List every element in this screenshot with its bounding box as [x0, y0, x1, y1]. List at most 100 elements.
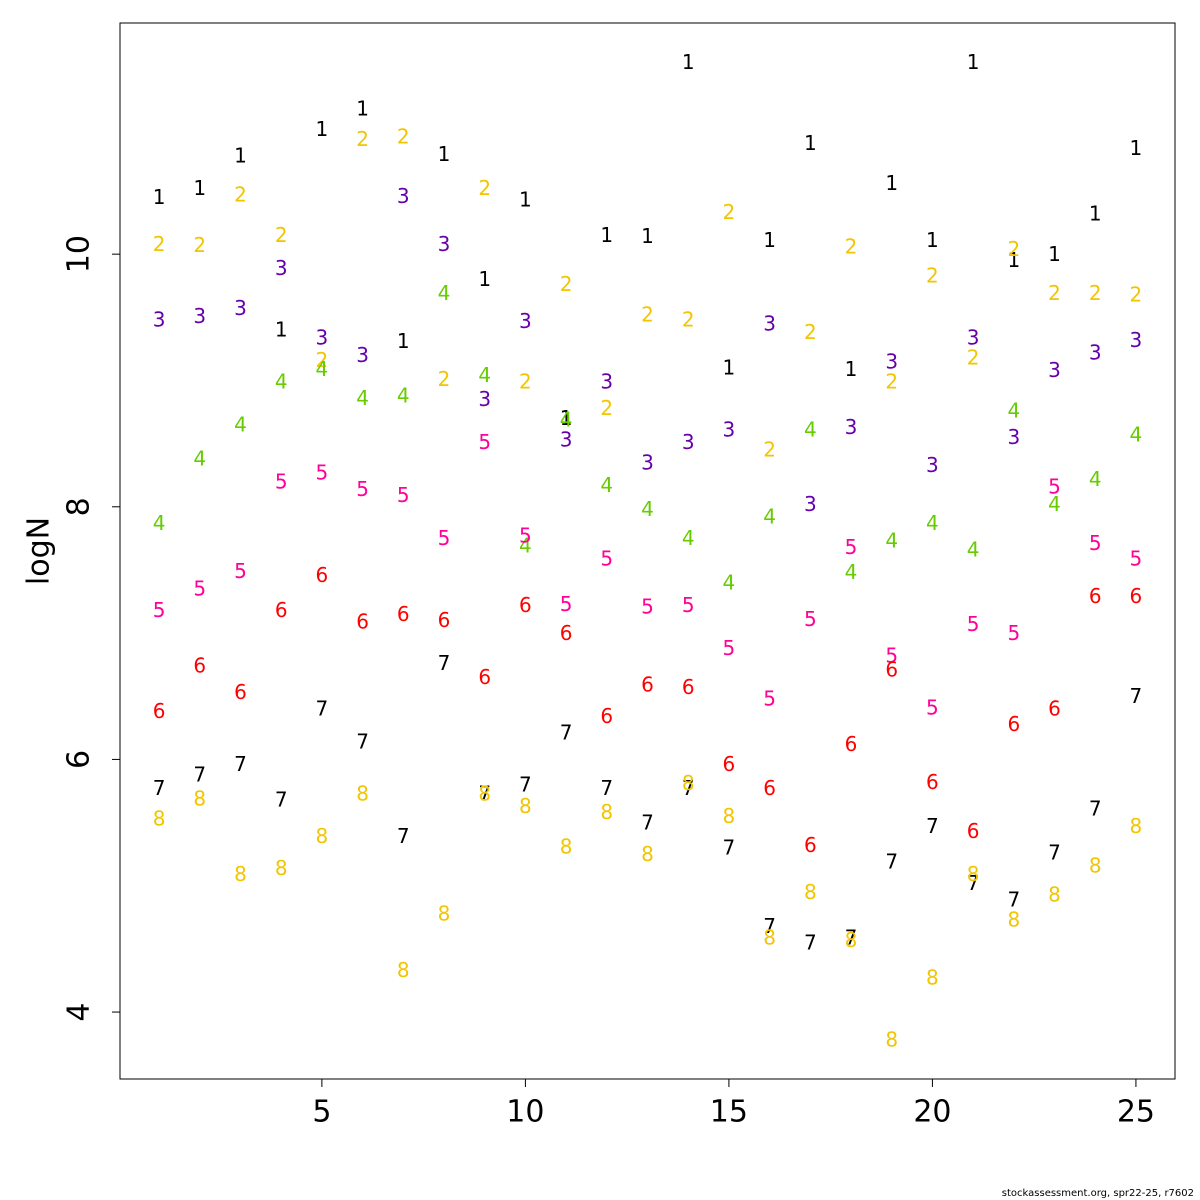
point-label: 2 [316, 348, 329, 372]
point-label: 6 [723, 752, 736, 776]
point-label: 4 [763, 505, 776, 529]
point-label: 4 [1089, 467, 1102, 491]
point-label: 4 [600, 473, 613, 497]
point-label: 6 [316, 563, 329, 587]
point-label: 6 [153, 699, 166, 723]
point-label: 1 [275, 318, 288, 342]
point-label: 6 [1089, 584, 1102, 608]
point-label: 8 [356, 781, 369, 805]
point-label: 1 [193, 176, 206, 200]
point-label: 1 [1048, 242, 1061, 266]
point-label: 4 [1048, 492, 1061, 516]
point-label: 1 [478, 267, 491, 291]
point-label: 8 [1089, 853, 1102, 877]
footer: stockassessment.org, spr22-25, r7602 [1002, 1188, 1194, 1199]
point-label: 4 [397, 383, 410, 407]
point-label: 7 [356, 730, 369, 754]
point-label: 4 [519, 534, 532, 558]
point-label: 2 [845, 234, 858, 258]
plot-frame [119, 22, 1176, 1080]
point-label: 4 [967, 538, 980, 562]
point-label: 4 [234, 412, 247, 436]
point-label: 4 [1007, 399, 1020, 423]
point-label: 2 [275, 223, 288, 247]
point-label: 7 [519, 772, 532, 796]
point-label: 1 [438, 142, 451, 166]
point-label: 3 [845, 415, 858, 439]
point-label: 7 [153, 776, 166, 800]
point-label: 2 [153, 232, 166, 256]
point-label: 2 [763, 438, 776, 462]
point-label: 7 [682, 776, 695, 800]
point-label: 6 [234, 680, 247, 704]
point-label: 3 [1007, 425, 1020, 449]
point-label: 8 [804, 880, 817, 904]
point-label: 5 [926, 695, 939, 719]
point-label: 5 [967, 612, 980, 636]
point-label: 7 [763, 914, 776, 938]
point-label: 3 [926, 453, 939, 477]
point-label: 1 [234, 143, 247, 167]
point-label: 2 [560, 272, 573, 296]
point-label: 6 [885, 658, 898, 682]
point-label: 6 [600, 704, 613, 728]
point-label: 1 [356, 97, 369, 121]
point-label: 1 [1089, 202, 1102, 226]
point-label: 2 [600, 396, 613, 420]
point-label: 3 [1130, 328, 1143, 352]
point-label: 7 [1130, 684, 1143, 708]
point-label: 2 [967, 346, 980, 370]
point-label: 1 [723, 356, 736, 380]
point-label: 1 [926, 228, 939, 252]
point-label: 3 [804, 492, 817, 516]
point-label: 7 [438, 651, 451, 675]
point-label: 1 [519, 188, 532, 212]
point-label: 8 [682, 771, 695, 795]
point-label: 6 [560, 621, 573, 645]
point-label: 5 [397, 483, 410, 507]
point-label: 3 [438, 232, 451, 256]
point-label: 7 [193, 762, 206, 786]
point-label: 3 [153, 308, 166, 332]
point-label: 5 [478, 430, 491, 454]
point-label: 2 [926, 263, 939, 287]
point-label: 4 [478, 363, 491, 387]
y-tick-label: 4 [62, 1003, 97, 1022]
point-label: 2 [682, 308, 695, 332]
point-label: 8 [234, 862, 247, 886]
point-label: 5 [316, 460, 329, 484]
point-label: 5 [1089, 531, 1102, 555]
point-label: 6 [926, 770, 939, 794]
point-label: 1 [804, 131, 817, 155]
point-label: 6 [1048, 697, 1061, 721]
point-label: 6 [845, 732, 858, 756]
point-label: 2 [641, 303, 654, 327]
point-label: 2 [1048, 281, 1061, 305]
point-label: 4 [193, 447, 206, 471]
point-label: 1 [845, 357, 858, 381]
point-label: 3 [885, 349, 898, 373]
point-label: 8 [1130, 814, 1143, 838]
point-label: 5 [438, 526, 451, 550]
point-label: 3 [1048, 358, 1061, 382]
point-label: 4 [560, 407, 573, 431]
point-label: 6 [804, 833, 817, 857]
point-label: 2 [356, 127, 369, 151]
point-label: 5 [763, 687, 776, 711]
point-label: 4 [845, 560, 858, 584]
point-label: 5 [560, 592, 573, 616]
point-label: 1 [641, 224, 654, 248]
point-label: 3 [1089, 340, 1102, 364]
point-label: 7 [967, 871, 980, 895]
point-label: 7 [560, 721, 573, 745]
point-label: 5 [723, 636, 736, 660]
point-label: 8 [600, 800, 613, 824]
point-label: 6 [356, 610, 369, 634]
point-label: 7 [1007, 887, 1020, 911]
point-label: 3 [193, 304, 206, 328]
point-label: 3 [682, 430, 695, 454]
point-label: 3 [723, 418, 736, 442]
point-label: 8 [153, 807, 166, 831]
y-tick-label: 6 [62, 750, 97, 769]
point-label: 5 [519, 524, 532, 548]
